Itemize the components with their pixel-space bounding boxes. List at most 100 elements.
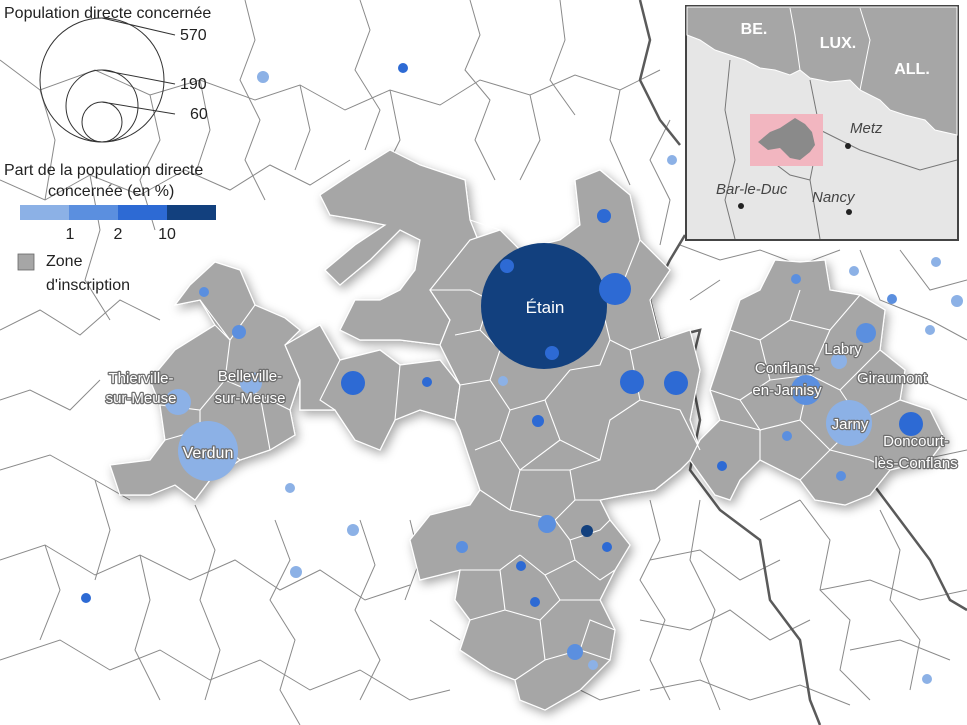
circle: [664, 371, 688, 395]
circle: [516, 561, 526, 571]
legend-swatch: [167, 205, 216, 220]
legend-size-title: Population directe concernée: [4, 5, 211, 22]
circle: [538, 515, 556, 533]
label-jarny: Jarny: [832, 416, 869, 433]
label-conflans: en-Jarnisy: [752, 382, 822, 399]
circle: [398, 63, 408, 73]
circle: [341, 371, 365, 395]
legend-zone-swatch: [17, 253, 35, 271]
circle: [257, 71, 269, 83]
circle: [498, 376, 508, 386]
circle-thierville: [165, 389, 191, 415]
circle: [887, 294, 897, 304]
circle: [782, 431, 792, 441]
legend-circle-570: [39, 17, 165, 143]
legend-leader-570: [101, 17, 176, 36]
circle: [588, 660, 598, 670]
legend-tick: 10: [158, 226, 176, 243]
zone-north-arm: [319, 149, 481, 346]
circle: [717, 461, 727, 471]
label-thierville: sur-Meuse: [106, 390, 177, 407]
circle-etain: [481, 243, 607, 369]
label-thierville: Thierville-: [108, 370, 173, 387]
circle-doncourt: [899, 412, 923, 436]
label-belleville: sur-Meuse: [215, 390, 286, 407]
zone-west: [109, 261, 301, 501]
circle: [232, 325, 246, 339]
inset-city-dot: [738, 203, 744, 209]
inset-city-dot: [846, 209, 852, 215]
inset-countries: [686, 6, 958, 136]
circle: [456, 541, 468, 553]
circle: [931, 257, 941, 267]
inset-zone-shape: [758, 118, 815, 160]
circle: [500, 259, 514, 273]
commune-circles: [81, 63, 963, 684]
circle: [532, 415, 544, 427]
label-doncourt: lès-Conflans: [874, 455, 957, 472]
legend-size-190: 190: [180, 76, 207, 93]
label-conflans: Conflans-: [755, 360, 819, 377]
label-doncourt: Doncourt-: [883, 433, 949, 450]
circle: [599, 273, 631, 305]
circle-labry: [856, 323, 876, 343]
label-belleville: Belleville-: [218, 368, 282, 385]
circle: [951, 295, 963, 307]
circle: [581, 525, 593, 537]
legend-share-title: Part de la population directe: [4, 162, 203, 179]
legend-zone-label: d'inscription: [46, 277, 130, 294]
circle: [922, 674, 932, 684]
legend-leader-60: [101, 101, 176, 115]
circle: [81, 593, 91, 603]
legend-share-title: concernée (en %): [48, 183, 174, 200]
legend-swatch: [118, 205, 167, 220]
inset-map: BE. LUX. ALL. Metz Bar-le-Duc Nancy: [685, 5, 959, 241]
inset-city-metz: Metz: [850, 120, 883, 137]
inset-country-lux: LUX.: [820, 35, 856, 52]
label-etain: Étain: [526, 298, 565, 317]
inset-city-nancy: Nancy: [812, 189, 856, 206]
circle: [597, 209, 611, 223]
legend-size-60: 60: [190, 106, 208, 123]
circle: [530, 597, 540, 607]
inset-country-all: ALL.: [894, 61, 930, 78]
inset-border-all: [859, 7, 871, 91]
circle: [422, 377, 432, 387]
circle: [545, 346, 559, 360]
circle: [602, 542, 612, 552]
circle-conflans: [791, 375, 821, 405]
circle: [836, 471, 846, 481]
circle: [925, 325, 935, 335]
circle: [620, 370, 644, 394]
legend-size-570: 570: [180, 27, 207, 44]
legend-tick: 2: [114, 226, 123, 243]
circle: [567, 644, 583, 660]
legend-swatch: [69, 205, 118, 220]
circle-giraumont: [831, 353, 847, 369]
circle: [199, 287, 209, 297]
circle: [347, 524, 359, 536]
legend-zone-label: Zone: [46, 253, 83, 270]
circle: [290, 566, 302, 578]
legend: Population directe concernée 570 190 60 …: [4, 5, 216, 294]
inset-city-dot: [845, 143, 851, 149]
zone-west-connector: [284, 324, 461, 451]
circle: [791, 274, 801, 284]
legend-circle-60: [81, 101, 123, 143]
circle: [667, 155, 677, 165]
circle-jarny: [826, 400, 872, 446]
label-verdun: Verdun: [183, 445, 234, 462]
label-labry: Labry: [824, 341, 862, 358]
label-giraumont: Giraumont: [857, 370, 928, 387]
circle-belleville: [240, 372, 262, 394]
inset-border-lux: [789, 7, 801, 71]
place-labels: Étain Verdun Thierville- sur-Meuse Belle…: [104, 298, 959, 473]
legend-leader-190: [101, 69, 176, 85]
circle: [849, 266, 859, 276]
inset-city-barleduc: Bar-le-Duc: [716, 181, 788, 198]
legend-tick: 1: [66, 226, 75, 243]
circle: [285, 483, 295, 493]
circle-verdun: [178, 421, 238, 481]
